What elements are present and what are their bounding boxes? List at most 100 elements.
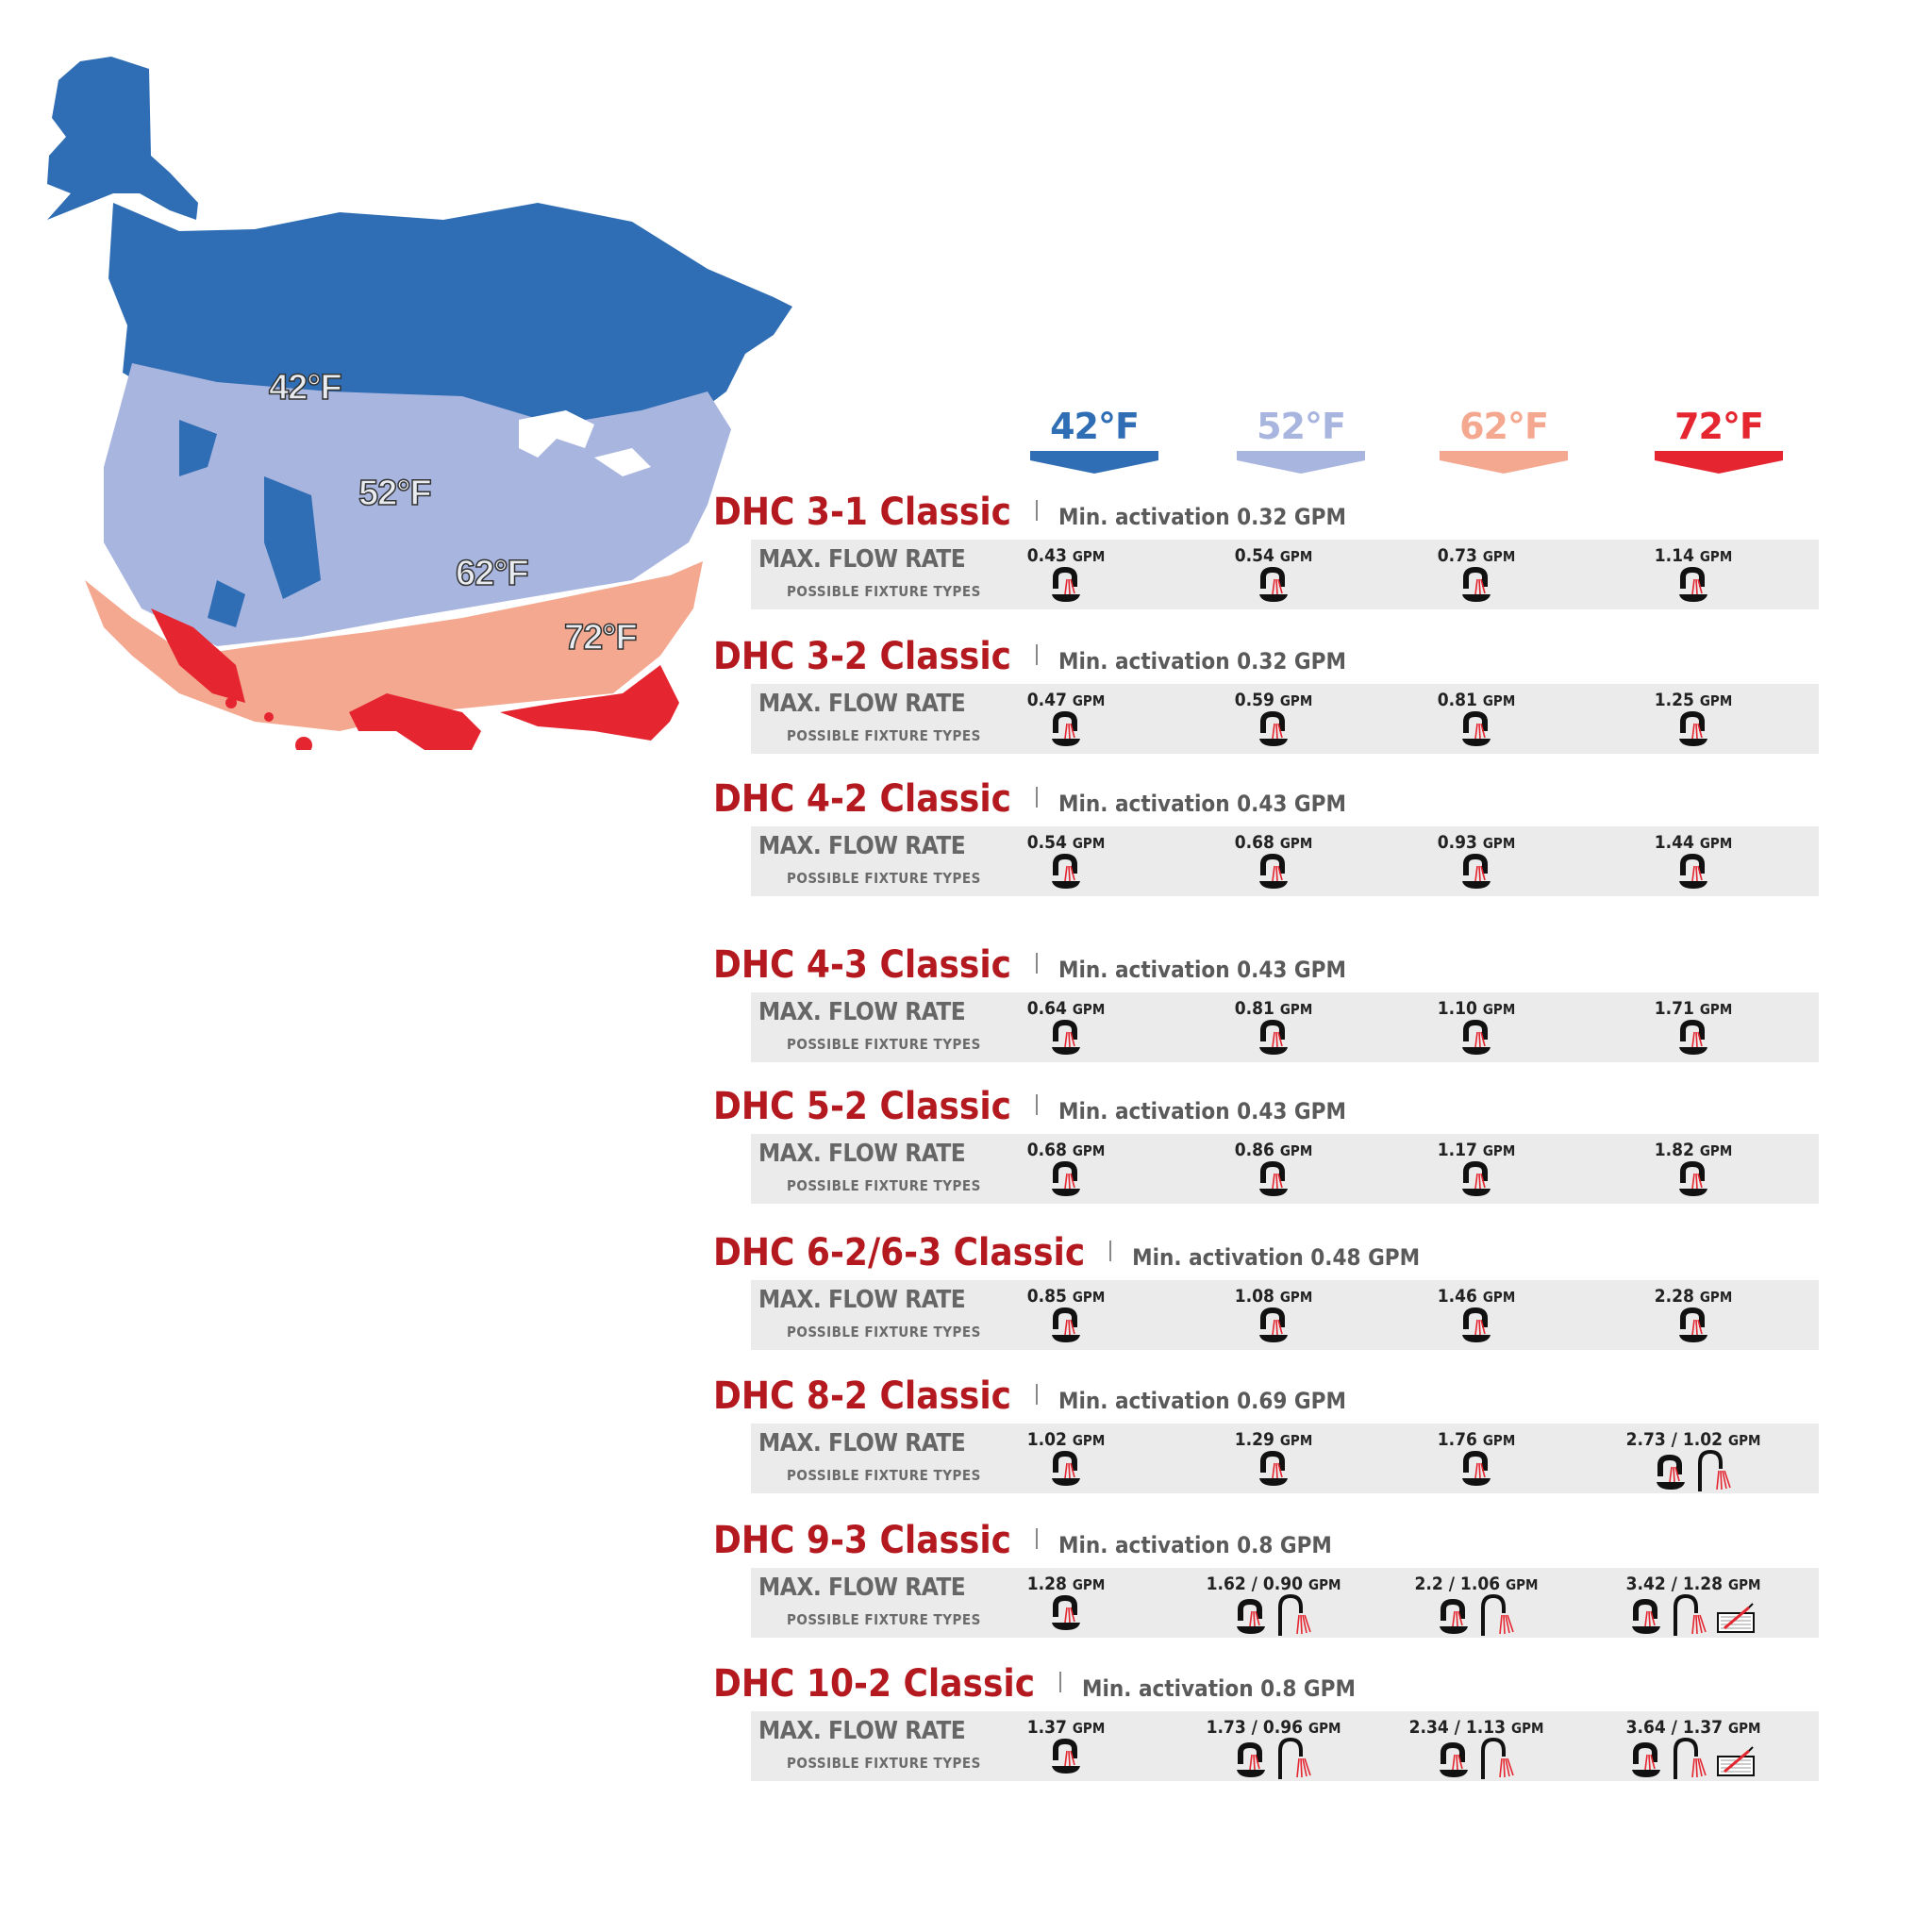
faucet-icon [1259,853,1288,889]
faucet-icon [1440,1741,1468,1777]
flow-cell: 1.29 GPM [1179,1425,1368,1491]
fixture-icons [1382,1307,1571,1344]
faucet-icon [1052,1019,1080,1055]
flow-value: 0.47 [1026,690,1067,710]
faucet-icon [1259,1450,1288,1486]
flow-rate-value: 2.73 / 1.02 GPM [1599,1429,1788,1450]
flow-cell: 1.37 GPM [972,1713,1160,1779]
tub-icon [1717,1746,1755,1776]
flow-value: 1.37 [1026,1717,1067,1738]
flow-rate-panel: MAX. FLOW RATE POSSIBLE FIXTURE TYPES 0.43… [751,540,1819,609]
flow-rate-value: 0.85 GPM [972,1286,1160,1307]
min-activation: Min. activation 0.43 GPM [1058,791,1346,817]
flow-value: 1.08 [1234,1286,1274,1307]
fixture-icons [1179,1594,1368,1636]
flow-rate-value: 0.93 GPM [1382,832,1571,853]
flow-rate-value: 1.71 GPM [1599,998,1788,1019]
fixture-icons [1382,710,1571,748]
title-separator [1035,500,1038,521]
fixture-icons [972,1160,1160,1198]
climate-zone-map: 42°F 52°F 62°F 72°F [28,52,821,769]
flow-cell: 0.47 GPM [972,686,1160,752]
flow-unit: GPM [1699,548,1733,565]
flow-cell: 0.43 GPM [972,541,1160,608]
map-region-72 [151,608,679,769]
map-label-72: 72°F [563,617,638,658]
fixture-icons [972,1019,1160,1057]
model-title-row: DHC 5-2 Classic Min. activation 0.43 GPM [713,1085,1346,1130]
flow-cell: 0.85 GPM [972,1282,1160,1348]
flow-rate-value: 1.14 GPM [1599,545,1788,566]
flow-unit: GPM [1279,692,1313,709]
min-activation: Min. activation 0.69 GPM [1058,1388,1346,1414]
flow-rate-value: 0.54 GPM [1179,545,1368,566]
flow-unit: GPM [1728,1576,1761,1593]
flow-rate-value: 0.47 GPM [972,690,1160,710]
model-name: DHC 10-2 Classic [713,1662,1036,1706]
faucet-icon [1679,853,1707,889]
faucet-icon [1679,566,1707,602]
fixture-icons [1179,1307,1368,1344]
flow-rate-value: 1.10 GPM [1382,998,1571,1019]
fixture-icons [1179,853,1368,891]
max-flow-rate-label: MAX. FLOW RATE [758,1429,966,1457]
flow-value: 1.10 [1437,998,1477,1019]
fixture-icons [1179,1738,1368,1779]
flow-value: 0.73 [1437,545,1477,566]
flow-unit: GPM [1279,1001,1313,1018]
flow-rate-value: 1.46 GPM [1382,1286,1571,1307]
faucet-icon [1462,1019,1491,1055]
map-region-42 [47,57,198,220]
min-activation: Min. activation 0.8 GPM [1082,1675,1356,1702]
fixture-icons [972,710,1160,748]
tub-icon [1717,1603,1755,1633]
fixture-icons [1599,1019,1788,1057]
flow-cell: 2.34 / 1.13 GPM [1382,1713,1571,1779]
flow-value: 1.29 [1234,1429,1274,1450]
flow-cell: 1.02 GPM [972,1425,1160,1491]
fixture-icons [1179,1160,1368,1198]
fixture-icons [972,1307,1160,1344]
fixture-icons [1382,1450,1571,1488]
min-activation: Min. activation 0.48 GPM [1132,1244,1421,1271]
flow-rate-value: 1.08 GPM [1179,1286,1368,1307]
faucet-icon [1259,566,1288,602]
flow-value: 1.46 [1437,1286,1477,1307]
faucet-icon [1679,1307,1707,1342]
flow-rate-value: 0.81 GPM [1382,690,1571,710]
temp-header-1: 52°F [1235,406,1367,475]
flow-rate-value: 1.02 GPM [972,1429,1160,1450]
model-title-row: DHC 6-2/6-3 Classic Min. activation 0.48 … [713,1231,1420,1276]
fixture-types-label: POSSIBLE FIXTURE TYPES [787,1611,981,1628]
max-flow-rate-label: MAX. FLOW RATE [758,1140,966,1168]
flow-cell: 1.08 GPM [1179,1282,1368,1348]
fixture-types-label: POSSIBLE FIXTURE TYPES [787,1324,981,1341]
flow-unit: GPM [1506,1576,1539,1593]
fixture-icons [972,1594,1160,1632]
map-label-52: 52°F [358,473,432,514]
model-title-row: DHC 9-3 Classic Min. activation 0.8 GPM [713,1519,1332,1564]
faucet-icon [1462,1160,1491,1196]
model-name: DHC 9-3 Classic [713,1519,1011,1562]
flow-unit: GPM [1511,1720,1544,1737]
flow-cell: 1.73 / 0.96 GPM [1179,1713,1368,1779]
model-title-row: DHC 4-2 Classic Min. activation 0.43 GPM [713,777,1346,823]
flow-rate-value: 1.82 GPM [1599,1140,1788,1160]
faucet-icon [1462,853,1491,889]
faucet-icon [1259,1307,1288,1342]
fixture-icons [1599,1160,1788,1198]
fixture-types-label: POSSIBLE FIXTURE TYPES [787,870,981,887]
shower-icon [1481,1594,1514,1636]
model-name: DHC 4-2 Classic [713,777,1011,821]
model-title-row: DHC 3-2 Classic Min. activation 0.32 GPM [713,635,1346,680]
faucet-icon [1657,1454,1685,1490]
flow-rate-value: 1.25 GPM [1599,690,1788,710]
map-region-72 [225,697,237,708]
flow-unit: GPM [1072,1720,1106,1737]
flow-value: 0.93 [1437,832,1477,853]
faucet-icon [1462,1307,1491,1342]
flow-rate-value: 1.44 GPM [1599,832,1788,853]
fixture-icons [972,1738,1160,1775]
max-flow-rate-label: MAX. FLOW RATE [758,690,966,718]
down-arrow-icon [1237,451,1365,474]
